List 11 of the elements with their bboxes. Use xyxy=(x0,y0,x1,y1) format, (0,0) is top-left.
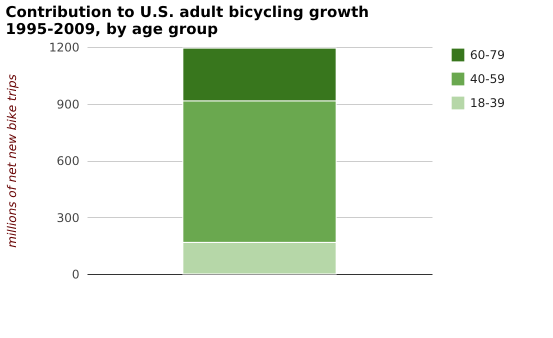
y-tick-label: 900 xyxy=(56,97,80,112)
text: Contribution to U.S. adult bicycling growth xyxy=(5,3,369,21)
legend-label: 18-39 xyxy=(470,96,505,110)
text: 1995-2009, by age group xyxy=(5,20,218,38)
y-tick-label: 600 xyxy=(56,154,80,168)
y-tick-label: 1200 xyxy=(48,40,80,54)
legend-label: 60-79 xyxy=(470,48,505,62)
y-axis-title: millions of net new bike trips xyxy=(4,74,19,248)
y-tick-label: 0 xyxy=(72,268,80,282)
y-tick-label: 300 xyxy=(56,210,80,225)
legend-label: 40-59 xyxy=(470,72,505,86)
